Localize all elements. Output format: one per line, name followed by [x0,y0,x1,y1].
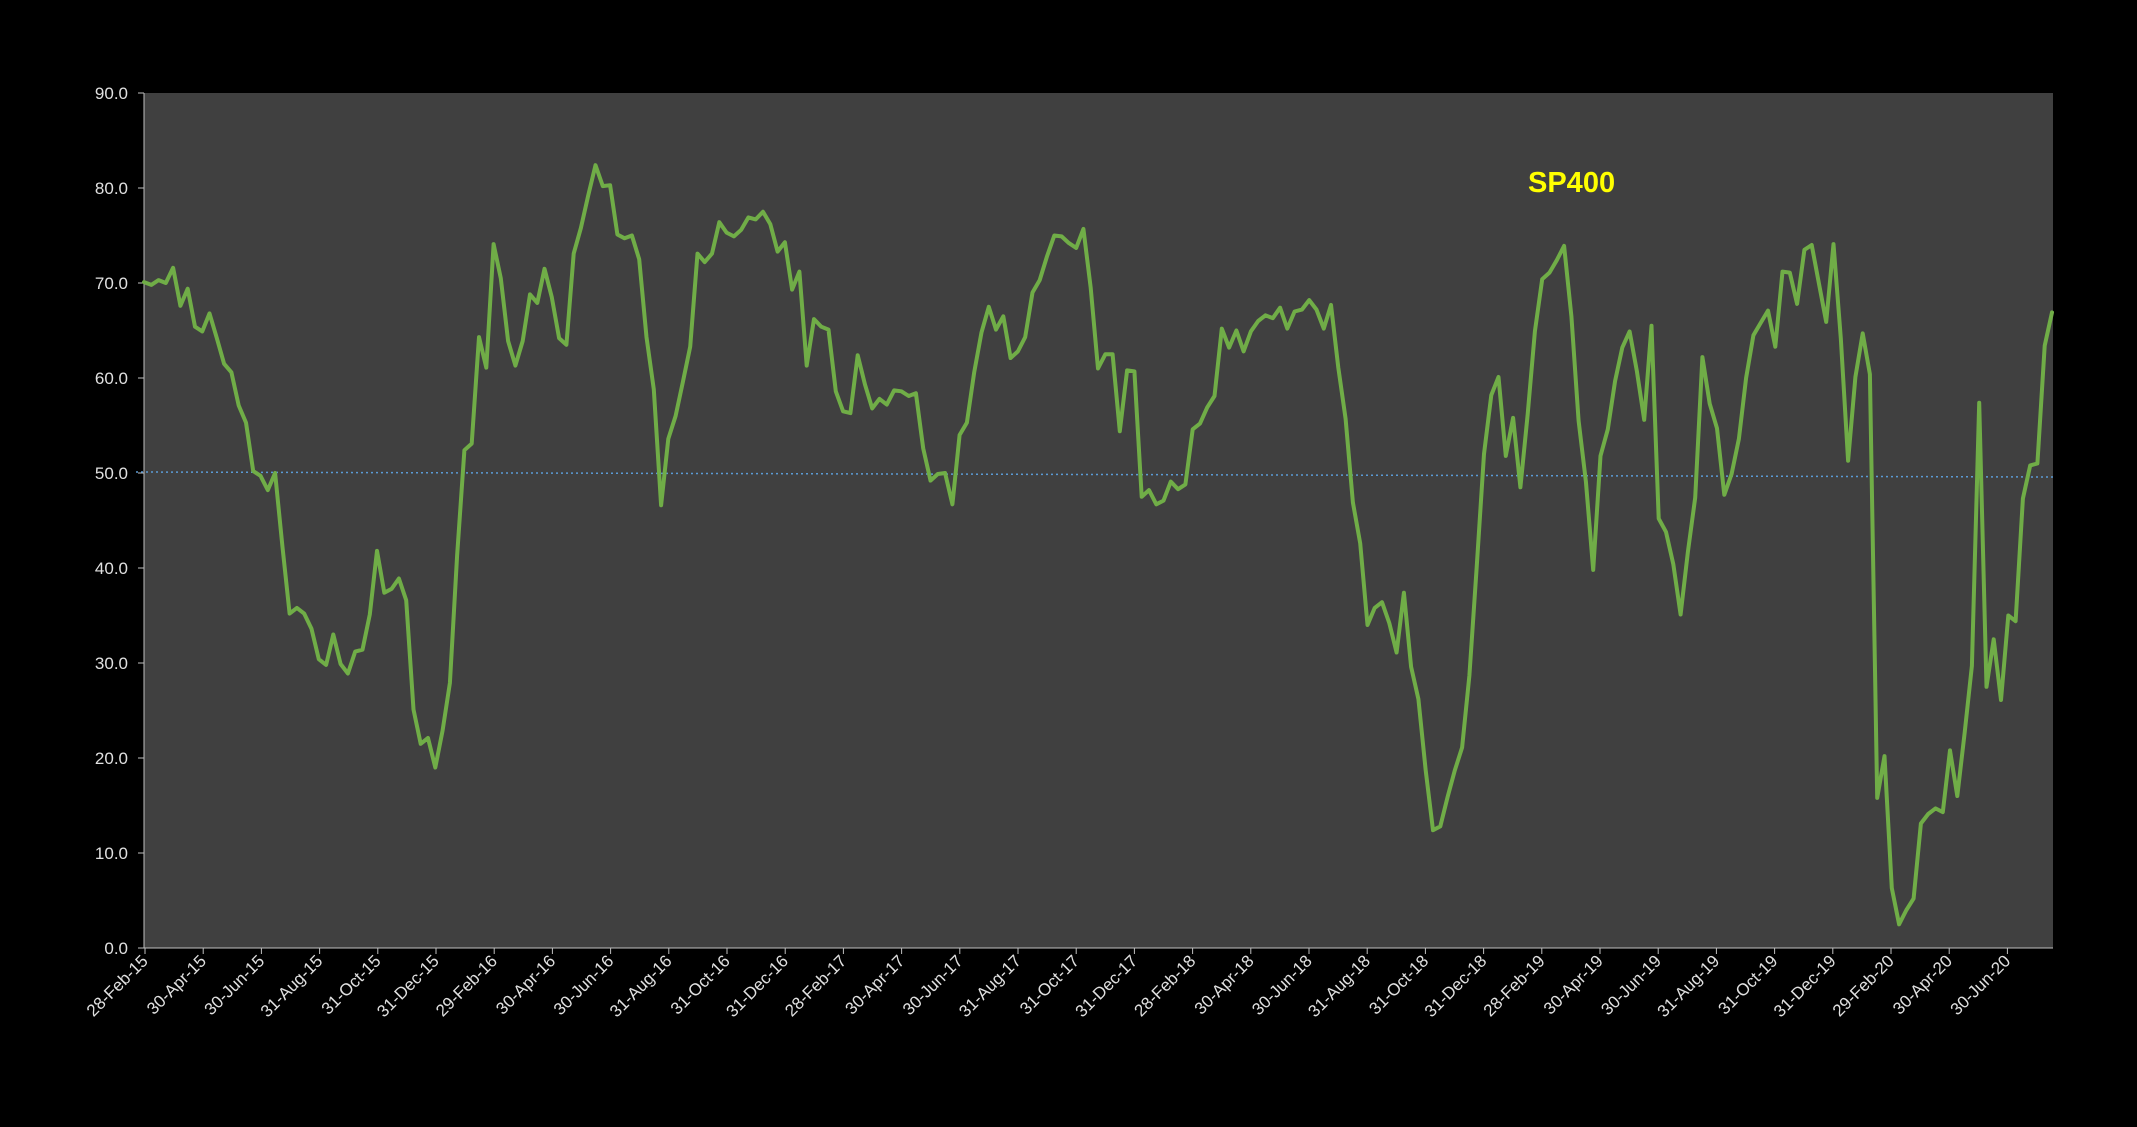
y-tick-label: 70.0 [95,274,128,293]
y-tick-label: 10.0 [95,844,128,863]
series-line [142,163,2054,927]
y-tick-label: 60.0 [95,369,128,388]
chart-title: SP400 [1528,167,1615,199]
y-axis: 0.0 10.0 20.0 30.0 40.0 50.0 60.0 70.0 80.0 90.0 [95,84,145,958]
y-tick-label: 50.0 [95,464,128,483]
y-tick-label: 0.0 [104,939,128,958]
y-tick-label: 30.0 [95,654,128,673]
plot-area [144,93,2053,948]
y-tick-label: 20.0 [95,749,128,768]
y-tick-label: 90.0 [95,84,128,103]
y-tick-label: 40.0 [95,559,128,578]
y-tick-label: 80.0 [95,179,128,198]
